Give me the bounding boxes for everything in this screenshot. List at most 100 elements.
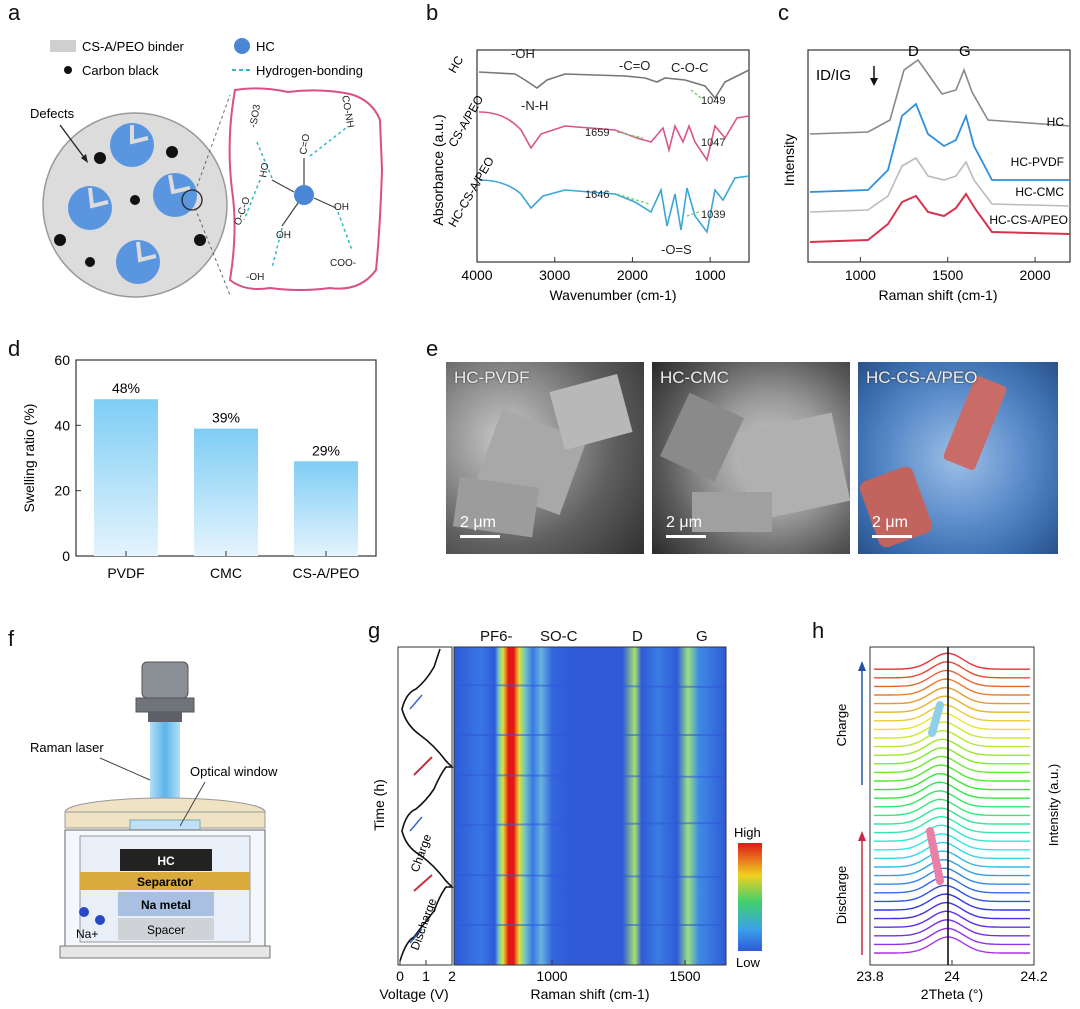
ftir-series-hc <box>478 69 750 100</box>
voltage-frame <box>397 646 453 966</box>
panel-f-cell-schematic: HC Separator Na metal Spacer Na+ Raman l… <box>30 661 278 959</box>
swelling-bar-cmc <box>194 428 258 556</box>
xrd-curve <box>874 893 1030 911</box>
panel-label-e: e <box>426 336 439 361</box>
objective-lens <box>141 661 189 699</box>
raman-laser-label: Raman laser <box>30 740 104 755</box>
defects-label: Defects <box>30 106 75 121</box>
chem-label-coo: COO- <box>330 258 356 269</box>
xrd-curve <box>874 747 1030 765</box>
hc-particles <box>68 123 197 284</box>
panel-h-xrd-waterfall: Charge Discharge Intensity (a.u.) 23.8 24… <box>834 646 1061 1002</box>
swelling-category-label: CMC <box>210 565 242 581</box>
xrd-curve <box>874 712 1030 731</box>
panel-label-a: a <box>8 0 21 25</box>
chem-label-oco: O-C-O <box>232 195 252 227</box>
optical-window-pointer <box>179 781 206 827</box>
xrd-curve <box>874 850 1030 868</box>
sem-scale-label-hc-cmc: 2 μm <box>666 514 702 531</box>
zoom-line-bottom <box>194 207 231 296</box>
xrd-curve <box>874 867 1030 885</box>
raman-label-hc: HC <box>1047 115 1065 129</box>
xrd-curve <box>874 678 1030 696</box>
xrd-xlabel: 2Theta (°) <box>921 986 983 1002</box>
voltage-profile-curve <box>399 648 454 962</box>
layer-hc-label: HC <box>157 854 175 868</box>
ftir-arrows <box>616 89 702 217</box>
raman-frame <box>807 49 1071 263</box>
xrd-curve <box>874 695 1030 713</box>
xrd-shift-arrow-discharge <box>926 827 944 885</box>
ftir-annot-1047: 1047 <box>701 137 725 149</box>
ftir-annot-oh: -OH <box>511 46 535 61</box>
xrd-curve <box>874 721 1030 739</box>
panel-label-h: h <box>812 618 825 643</box>
ftir-series-csa-peo <box>478 111 750 162</box>
heatmap-colorbar <box>738 843 762 951</box>
raman-series-hc-pvdf <box>809 102 1070 193</box>
swelling-ytick-label: 20 <box>54 483 70 499</box>
raman-xtick-label: 1000 <box>845 267 876 283</box>
legend-hbond-label: Hydrogen-bonding <box>256 63 363 78</box>
xrd-side-label-charge: Charge <box>834 704 849 747</box>
panel-label-c: c <box>778 0 789 25</box>
heatmap-texture <box>453 684 727 926</box>
xrd-curve <box>874 807 1030 825</box>
heatmap-image <box>454 647 726 965</box>
raman-series-hc <box>809 58 1071 135</box>
swelling-value-label: 48% <box>112 380 140 396</box>
xrd-side-label-discharge: Discharge <box>834 866 849 925</box>
raman-annot-idig: ID/IG <box>816 67 851 84</box>
sem-scale-label-hc-csa-peo: 2 μm <box>872 514 908 531</box>
xrd-curve <box>874 661 1030 679</box>
optical-window-label: Optical window <box>190 764 278 779</box>
ftir-xtick-label: 1000 <box>695 267 726 283</box>
legend-carbon-black-label: Carbon black <box>82 63 159 78</box>
xrd-curve <box>874 858 1030 877</box>
ftir-frame <box>476 49 750 263</box>
layer-hc <box>120 849 212 871</box>
polymer-chain <box>228 87 384 291</box>
raman-xtick-label: 1500 <box>932 267 963 283</box>
voltage-arrows-red <box>413 756 433 892</box>
raman-xtick-label: 2000 <box>1019 267 1050 283</box>
voltage-xlabel: Voltage (V) <box>379 986 448 1002</box>
raman-annot-g: G <box>959 43 971 60</box>
xrd-xtick-label: 24 <box>944 968 960 984</box>
colorbar-low-label: Low <box>736 955 760 970</box>
xrd-curve <box>874 815 1030 834</box>
xrd-curve <box>874 669 1030 688</box>
hc-center-sphere <box>294 185 314 205</box>
voltage-label-charge: Charge <box>408 832 435 874</box>
xrd-curve <box>874 729 1030 748</box>
xrd-shift-arrow-charge <box>928 701 944 737</box>
raman-series-hc-csa-peo <box>809 192 1071 243</box>
defects-arrow <box>59 124 87 161</box>
raman-label-hc-csa-peo: HC-CS-A/PEO <box>989 213 1068 227</box>
na-ion-1 <box>79 907 89 917</box>
voltage-xtick-label: 1 <box>422 968 430 984</box>
swelling-category-label: CS-A/PEO <box>293 565 360 581</box>
xrd-curve <box>874 936 1030 954</box>
heatmap-xtick-label: 1500 <box>669 968 700 984</box>
chem-label-conh: CO-NH <box>339 95 356 129</box>
legend-binder-swatch <box>50 40 76 52</box>
swelling-ytick-label: 0 <box>62 548 70 564</box>
ftir-series-hc-csa-peo <box>478 175 750 234</box>
band-label-d: D <box>632 628 643 645</box>
voltage-xtick-label: 0 <box>396 968 404 984</box>
swelling-value-label: 29% <box>312 442 340 458</box>
sem-scale-label-hc-pvdf: 2 μm <box>460 514 496 531</box>
xrd-xtick-label: 23.8 <box>856 968 883 984</box>
raman-annot-d: D <box>908 43 919 60</box>
ftir-annot-nh: -N-H <box>521 98 548 113</box>
sem-image-hc-pvdf: HC-PVDF 2 μm <box>446 362 644 554</box>
xrd-curve <box>874 841 1030 860</box>
panel-g-operando-heatmap: Charge Discharge Time (h) 0 1 2 Voltage (V… <box>371 628 762 1002</box>
ftir-xlabel: Wavenumber (cm-1) <box>549 287 676 303</box>
xrd-curve <box>874 833 1030 851</box>
xrd-curve <box>874 910 1030 928</box>
panel-b-ftir-chart: 4000 3000 2000 1000 Absorbance (a.u.) Waven… <box>430 46 750 303</box>
ftir-xtick-label: 3000 <box>539 267 570 283</box>
sem-scale-bar-hc-cmc <box>666 535 706 538</box>
